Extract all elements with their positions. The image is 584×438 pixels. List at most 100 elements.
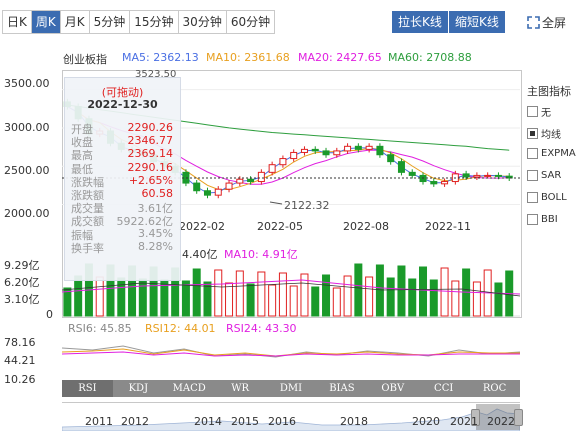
volume-bar (365, 276, 374, 317)
candle-body (365, 145, 373, 150)
indicator-tab[interactable]: OBV (381, 383, 405, 394)
fullscreen-icon (527, 16, 540, 29)
popup-row-label: 涨跌额 (71, 189, 104, 202)
indicator-tab[interactable]: WR (231, 383, 250, 394)
popup-row-value: 2369.14 (127, 147, 174, 161)
fullscreen-button[interactable]: 全屏 (527, 14, 566, 31)
option-checkbox[interactable] (527, 148, 538, 159)
candle-body (257, 171, 265, 183)
price-axis-label: 2500.00 (4, 164, 50, 177)
option-label: BOLL (541, 192, 567, 203)
rsi24-legend: RSI24: 43.30 (226, 322, 297, 335)
timeline-left-handle[interactable] (471, 409, 480, 426)
popup-row-value: 2346.77 (127, 134, 174, 148)
period-tabs: 日K 周K 月K 5分钟 15分钟 30分钟 60分钟 (2, 10, 276, 34)
timeline-year: 2022 (487, 415, 515, 428)
main-indicator-option[interactable]: 均线 (527, 126, 561, 141)
quote-popup[interactable]: (可拖动) 2022-12-30 开盘 2290.26 收盘 2346.77 最高 236… (64, 77, 181, 281)
candle-body (419, 174, 427, 183)
indicator-tab[interactable]: RSI (62, 380, 113, 397)
ma5-legend: MA5: 2362.13 (122, 51, 199, 64)
candle-body (408, 171, 416, 176)
volume-ma10-line (62, 279, 521, 295)
main-indicator-option[interactable]: EXPMA (527, 148, 576, 159)
tab-period[interactable]: 60分钟 (226, 11, 275, 33)
timeline-navigator[interactable] (62, 402, 523, 431)
ma20-legend: MA20: 2427.65 (298, 51, 382, 64)
shorter-kline-button[interactable]: 缩短K线 (449, 11, 505, 33)
longer-kline-button[interactable]: 拉长K线 (392, 11, 448, 33)
tab-period[interactable]: 5分钟 (89, 11, 131, 33)
candle-body (344, 145, 352, 152)
indicator-tab[interactable]: DMI (279, 383, 303, 394)
volume-axis-label: 3.10亿 (4, 293, 40, 306)
volume-bar (192, 268, 201, 317)
tab-period[interactable]: 15分钟 (130, 11, 179, 33)
volume-bar (375, 264, 384, 317)
timeline-year: 2012 (121, 415, 149, 428)
volume-bar (257, 271, 266, 317)
indicator-tabs: RSI KDJ MACD WR DMI BIAS OBV CCI ROC (62, 380, 520, 397)
volume-bar (494, 282, 503, 317)
popup-row-value: +2.65% (128, 173, 173, 187)
rsi-axis-label: 10.26 (4, 373, 36, 386)
candle-body (247, 178, 255, 183)
candle-body (473, 174, 481, 178)
candle-body (203, 190, 211, 196)
candle-body (279, 158, 287, 166)
timeline-year: 2014 (194, 415, 222, 428)
volume-bar (225, 282, 234, 317)
main-indicator-option[interactable]: BOLL (527, 192, 567, 203)
indicator-tab[interactable]: CCI (434, 383, 454, 394)
popup-row-label: 成交额 (71, 215, 104, 229)
tab-period[interactable]: 日K (3, 11, 32, 33)
low-annotation: 2122.32 (284, 199, 330, 212)
option-checkbox[interactable] (527, 128, 538, 139)
candle-body (441, 181, 449, 185)
main-indicator-option[interactable]: 无 (527, 104, 551, 119)
high-annotation: 3523.50 (135, 69, 177, 80)
option-checkbox[interactable] (527, 214, 538, 225)
main-indicator-option[interactable]: BBI (527, 214, 558, 225)
candle-body (268, 164, 276, 173)
candle-body (300, 148, 308, 153)
tab-period[interactable]: 月K (60, 11, 90, 33)
candle-body (376, 145, 384, 156)
popup-drag-hint: (可拖动) (101, 86, 144, 99)
popup-row-value: 2290.16 (127, 160, 174, 174)
option-label: SAR (541, 170, 562, 181)
volume-bar (300, 273, 309, 317)
volume-bar (138, 278, 147, 317)
candle-body (214, 188, 222, 196)
option-checkbox[interactable] (527, 192, 538, 203)
indicator-tab[interactable]: MACD (172, 383, 206, 394)
tab-period[interactable]: 周K (31, 11, 61, 33)
timeline-year: 2011 (85, 415, 113, 428)
candle-body (333, 150, 341, 156)
volume-axis-label: 6.20亿 (4, 276, 40, 289)
timeline-right-handle[interactable] (514, 409, 523, 426)
volume-bar (429, 279, 438, 317)
volume-bar (472, 281, 481, 317)
candle-body (193, 182, 201, 192)
option-label: BBI (541, 214, 558, 225)
option-checkbox[interactable] (527, 106, 538, 117)
option-checkbox[interactable] (527, 170, 538, 181)
main-indicator-option[interactable]: SAR (527, 170, 561, 181)
popup-row-value: 2290.26 (127, 121, 174, 134)
rsi12-legend: RSI12: 44.01 (145, 322, 216, 335)
popup-row-value: 5922.62亿 (116, 215, 174, 229)
candle-body (505, 175, 513, 179)
index-name: 创业板指 (63, 53, 107, 66)
indicator-tab[interactable]: BIAS (329, 383, 355, 394)
tab-period[interactable]: 30分钟 (178, 11, 227, 33)
kline-chart[interactable] (62, 70, 521, 400)
ma60-legend: MA60: 2708.88 (388, 51, 472, 64)
volume-bar (343, 275, 352, 317)
indicator-tab[interactable]: ROC (482, 383, 507, 394)
indicator-tab[interactable]: KDJ (128, 383, 149, 394)
main-indicator-title: 主图指标 (527, 85, 571, 98)
volume-bar (214, 269, 223, 317)
volume-bar (181, 280, 190, 317)
popup-row-value: 8.28% (138, 239, 173, 253)
